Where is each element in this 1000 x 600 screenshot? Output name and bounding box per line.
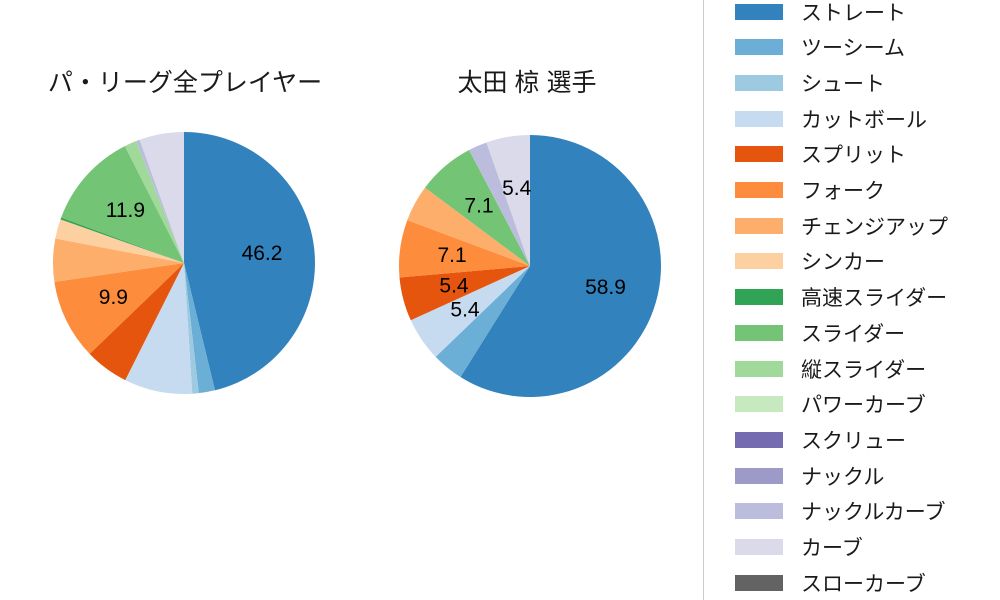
pie-slice xyxy=(61,146,184,263)
pie-slice xyxy=(89,263,184,381)
pie-slice xyxy=(184,263,215,394)
pie-slice xyxy=(460,135,661,397)
pie-slice-percentage-label: 5.4 xyxy=(450,299,480,322)
pie-slice xyxy=(139,132,184,263)
pie-slice-percentage-label: 5.4 xyxy=(502,177,532,200)
legend-label: ナックルカーブ xyxy=(801,501,946,525)
pie-slice xyxy=(184,132,315,391)
legend-label: シュート xyxy=(801,72,885,96)
legend-item: スライダー xyxy=(735,315,905,351)
chart-title-left: パ・リーグ全プレイヤー xyxy=(47,69,323,97)
pie-slice xyxy=(55,219,184,263)
legend-item: ツーシーム xyxy=(735,29,905,65)
legend-color-swatch-icon xyxy=(735,182,783,198)
legend-color-swatch-icon xyxy=(735,574,783,591)
pie-slice xyxy=(54,263,185,354)
pie-slice xyxy=(124,141,184,263)
legend-item: パワーカーブ xyxy=(735,386,926,422)
legend-color-swatch-icon xyxy=(735,217,783,234)
legend-color-swatch-icon xyxy=(735,503,783,520)
pie-slice xyxy=(125,263,193,394)
legend-color-swatch-icon xyxy=(735,431,783,448)
legend-color-swatch-icon xyxy=(735,396,783,413)
legend-label: 縦スライダー xyxy=(801,358,927,382)
legend-color-swatch-icon xyxy=(735,74,783,91)
legend-item: スクリュー xyxy=(735,422,906,458)
legend-item: 縦スライダー xyxy=(735,351,926,387)
legend-color-swatch-icon xyxy=(735,360,783,377)
pie-slice xyxy=(469,142,530,266)
legend-color-swatch-icon xyxy=(735,146,783,163)
legend-label: スライダー xyxy=(801,322,906,346)
pie-slice xyxy=(136,139,184,263)
pie-slice-percentage-label: 7.1 xyxy=(464,195,493,218)
legend-item: シンカー xyxy=(735,243,885,279)
pie-chart-left: 46.2 9.9 11.9 xyxy=(53,132,315,394)
chart-title-right: 太田 椋 選手 xyxy=(457,69,597,97)
legend-color-swatch-icon xyxy=(735,289,783,306)
pie-slice xyxy=(410,266,530,357)
legend-label: カットボール xyxy=(801,108,927,132)
legend-item: 高速スライダー xyxy=(735,279,947,315)
pie-slice xyxy=(435,266,530,378)
legend-item: シュート xyxy=(735,65,885,101)
legend-label: 高速スライダー xyxy=(801,287,948,311)
pie-slice xyxy=(424,150,530,266)
legend-item: カーブ xyxy=(735,529,863,565)
legend-label: スプリット xyxy=(801,144,906,168)
legend-item: スプリット xyxy=(735,136,906,172)
legend-label: ナックル xyxy=(801,465,885,489)
legend-item: スローカーブ xyxy=(735,565,926,600)
pie-slice-percentage-label: 46.2 xyxy=(242,242,283,265)
legend-label: カーブ xyxy=(801,537,863,560)
legend-item: ナックルカーブ xyxy=(735,493,945,529)
legend-item: フォーク xyxy=(735,172,885,208)
legend-item: ナックル xyxy=(735,458,884,494)
legend-label: パワーカーブ xyxy=(801,394,926,418)
legend-color-swatch-icon xyxy=(735,467,783,484)
legend-label: ツーシーム xyxy=(801,37,905,61)
pie-slice xyxy=(60,217,184,263)
legend-color-swatch-icon xyxy=(735,539,783,555)
legend-label: フォーク xyxy=(801,180,885,203)
pie-slice-percentage-label: 7.1 xyxy=(437,244,466,267)
pie-slice xyxy=(486,135,530,266)
legend-color-swatch-icon xyxy=(735,3,783,20)
legend-item: カットボール xyxy=(735,101,927,137)
pie-slice xyxy=(399,266,530,321)
pie-slice xyxy=(53,238,185,282)
legend-item: ストレート xyxy=(735,0,906,30)
legend-color-swatch-icon xyxy=(735,324,783,341)
pie-slice-percentage-label: 11.9 xyxy=(106,199,145,222)
legend-label: ストレート xyxy=(801,1,906,25)
pie-slice-percentage-label: 58.9 xyxy=(585,276,626,299)
legend-label: チェンジアップ xyxy=(801,215,948,239)
legend-label: スローカーブ xyxy=(801,572,926,596)
pie-slice-percentage-label: 5.4 xyxy=(439,275,469,298)
pie-slice xyxy=(184,263,199,394)
pie-slice xyxy=(407,187,530,266)
legend-color-swatch-icon xyxy=(735,253,783,270)
legend-box: ストレートツーシームシュートカットボール スプリットフォークチェンジアップ シンカー… xyxy=(703,0,1000,600)
legend-label: シンカー xyxy=(801,251,885,275)
pie-slice-percentage-label: 9.9 xyxy=(99,286,128,309)
pie-slice xyxy=(399,220,530,278)
legend-color-swatch-icon xyxy=(735,110,783,127)
legend-label: スクリュー xyxy=(801,429,906,453)
pie-chart-right: 58.95.45.47.17.15.4 xyxy=(399,135,661,397)
legend-color-swatch-icon xyxy=(735,39,783,56)
legend-item: チェンジアップ xyxy=(735,208,948,244)
